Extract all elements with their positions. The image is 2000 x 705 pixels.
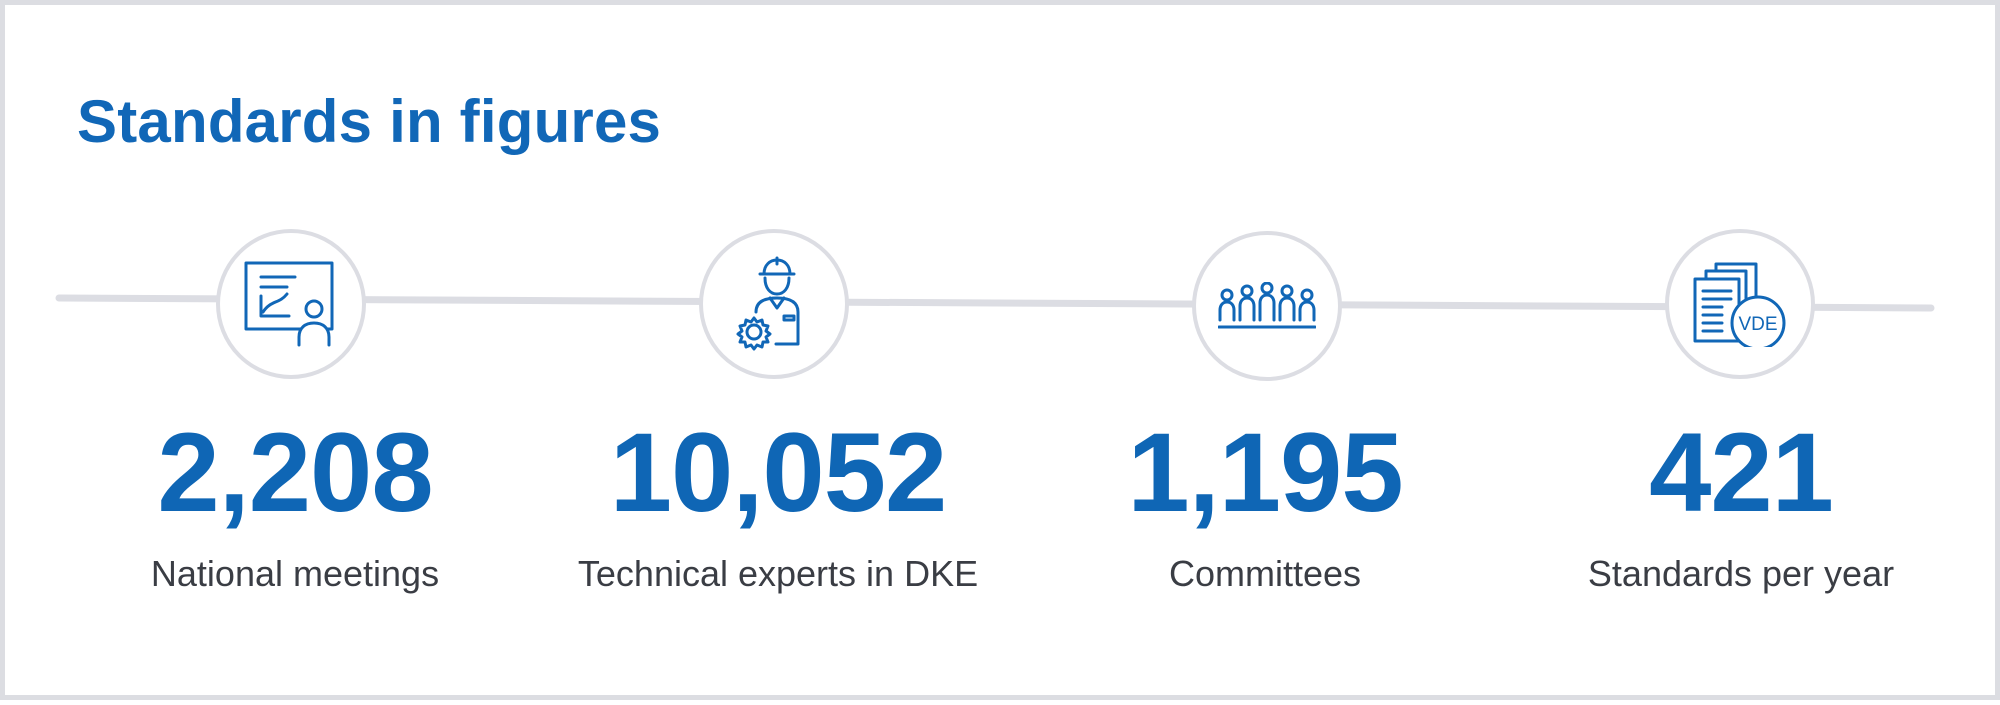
engineer-gear-icon — [736, 256, 800, 351]
stat-icon-circle: VDE — [1665, 229, 1815, 379]
stat-icon-circle — [699, 229, 849, 379]
stat-icon-circle — [216, 229, 366, 379]
vde-documents-icon: VDE — [1693, 262, 1786, 347]
stat-label: Technical experts in DKE — [577, 553, 979, 594]
presentation-icon — [244, 261, 334, 347]
stat-icon-circle — [1192, 231, 1342, 381]
stat-value: 421 — [1649, 410, 1834, 535]
page-title: Standards in figures — [77, 88, 662, 155]
stat-label: Committees — [1168, 553, 1362, 594]
stat-value: 2,208 — [157, 410, 433, 535]
stat-value: 1,195 — [1127, 410, 1403, 535]
committee-group-icon — [1218, 282, 1316, 329]
timeline-line — [55, 294, 1935, 312]
stat-value: 10,052 — [609, 410, 948, 535]
stat-label: National meetings — [150, 553, 440, 594]
stat-label: Standards per year — [1587, 553, 1895, 594]
vde-badge-text: VDE — [1738, 314, 1777, 335]
